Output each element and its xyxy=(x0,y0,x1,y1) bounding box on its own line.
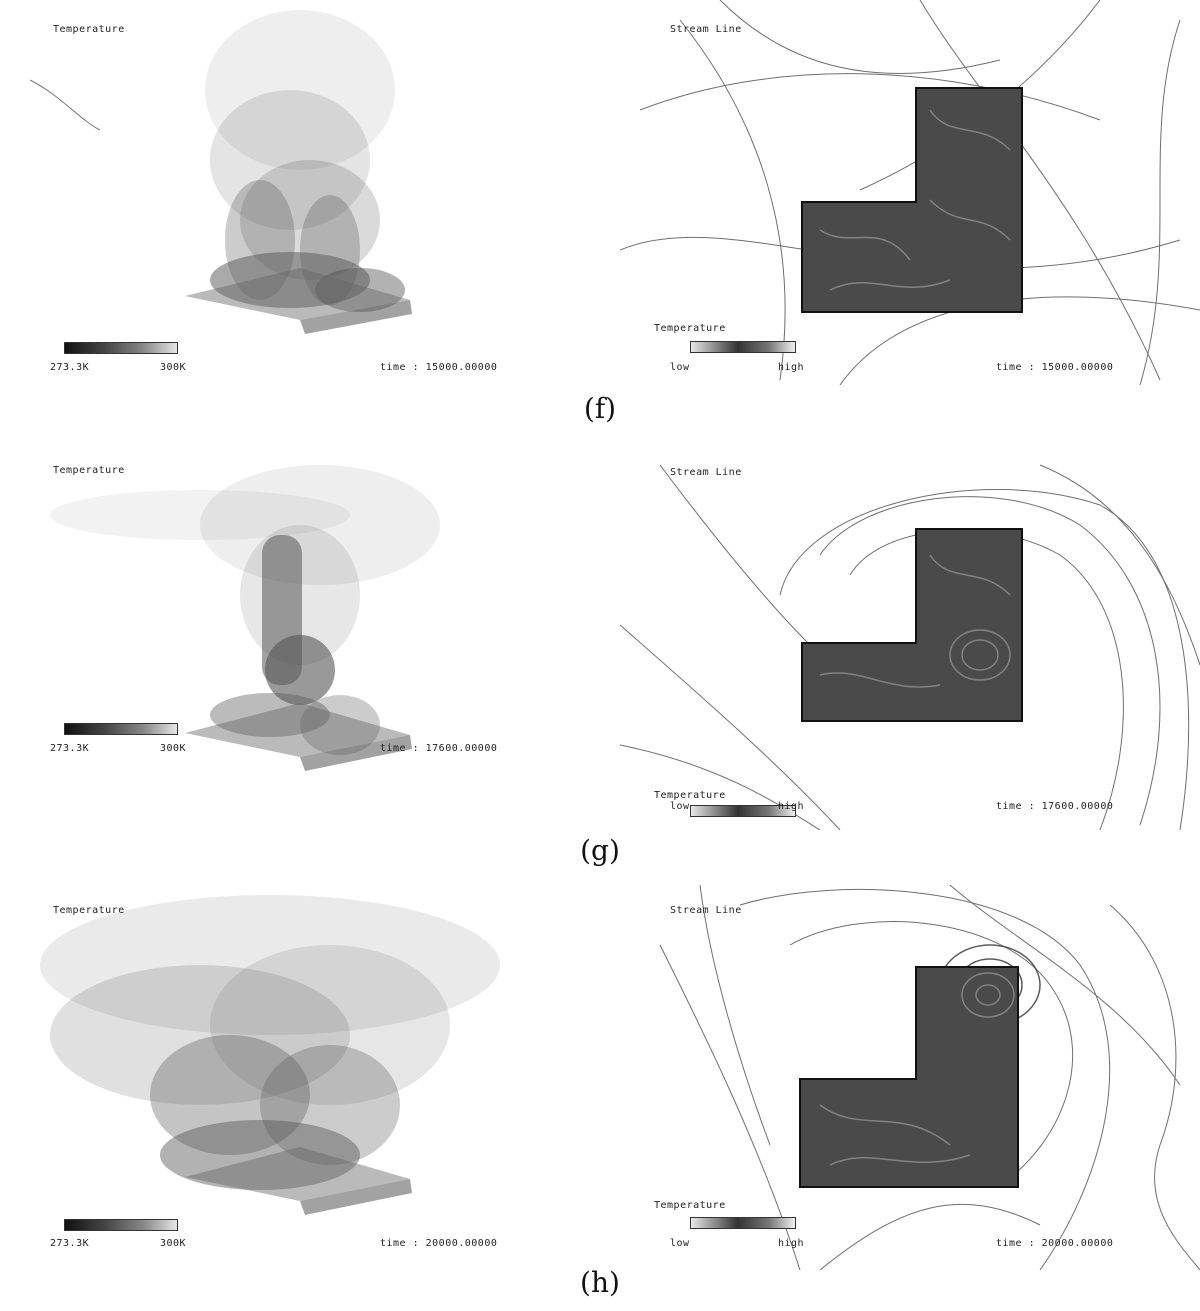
colorbar-min-label: 273.3K xyxy=(50,1238,90,1249)
legend-high-label: high xyxy=(778,362,805,373)
legend-high-label: high xyxy=(778,1238,805,1249)
temperature-colorbar xyxy=(64,342,178,354)
streamline-colorbar xyxy=(690,805,796,817)
time-label: time : 20000.00000 xyxy=(380,1238,498,1249)
streamline-title: Stream Line xyxy=(670,467,742,478)
legend-low-label: low xyxy=(670,1238,690,1249)
temperature-title: Temperature xyxy=(53,905,125,916)
time-label: time : 17600.00000 xyxy=(380,743,498,754)
temperature-colorbar xyxy=(64,1219,178,1231)
l-shaped-domain-h xyxy=(799,966,1019,1188)
temperature-panel-h: Temperature 273.3K 300K time : 20000.000… xyxy=(0,885,560,1270)
streamline-panel-g: Stream Line Temperature low high time : … xyxy=(620,445,1200,830)
legend-title: Temperature xyxy=(654,790,726,801)
streamline-colorbar xyxy=(690,341,796,353)
streamlines-h xyxy=(659,885,1200,1270)
temperature-colorbar xyxy=(64,723,178,735)
streamlines-f xyxy=(620,0,1200,385)
smoke-plume-g xyxy=(50,465,440,771)
time-label: time : 20000.00000 xyxy=(996,1238,1114,1249)
legend-low-label: low xyxy=(670,362,690,373)
time-label: time : 15000.00000 xyxy=(996,362,1114,373)
time-label: time : 15000.00000 xyxy=(380,362,498,373)
legend-high-label: high xyxy=(778,801,805,812)
streamline-panel-h: Stream Line Temperature low high time : … xyxy=(620,885,1200,1270)
time-label: time : 17600.00000 xyxy=(996,801,1114,812)
streamline-colorbar xyxy=(690,1217,796,1229)
legend-title: Temperature xyxy=(654,1200,726,1211)
l-shaped-domain-g xyxy=(801,528,1023,722)
l-shaped-domain-f xyxy=(801,87,1023,313)
temperature-panel-g: Temperature 273.3K 300K time : 17600.000… xyxy=(0,445,560,830)
colorbar-max-label: 300K xyxy=(160,1238,187,1249)
temperature-title: Temperature xyxy=(53,465,125,476)
colorbar-min-label: 273.3K xyxy=(50,743,90,754)
streamline-title: Stream Line xyxy=(670,905,742,916)
caption-h: (h) xyxy=(580,1266,620,1299)
colorbar-max-label: 300K xyxy=(160,743,187,754)
smoke-plume-f xyxy=(29,10,412,334)
streamline-title: Stream Line xyxy=(670,24,742,35)
temperature-title: Temperature xyxy=(53,24,125,35)
caption-f: (f) xyxy=(583,392,617,425)
streamline-panel-f: Stream Line Temperature low high time : … xyxy=(620,0,1200,385)
legend-title: Temperature xyxy=(654,323,726,334)
colorbar-min-label: 273.3K xyxy=(50,362,90,373)
smoke-plume-h xyxy=(40,895,500,1215)
streamlines-g xyxy=(620,464,1200,830)
caption-g: (g) xyxy=(580,834,620,867)
legend-low-label: low xyxy=(670,801,690,812)
colorbar-max-label: 300K xyxy=(160,362,187,373)
temperature-panel-f: Temperature 273.3K 300K time : 15000.000… xyxy=(0,0,560,385)
